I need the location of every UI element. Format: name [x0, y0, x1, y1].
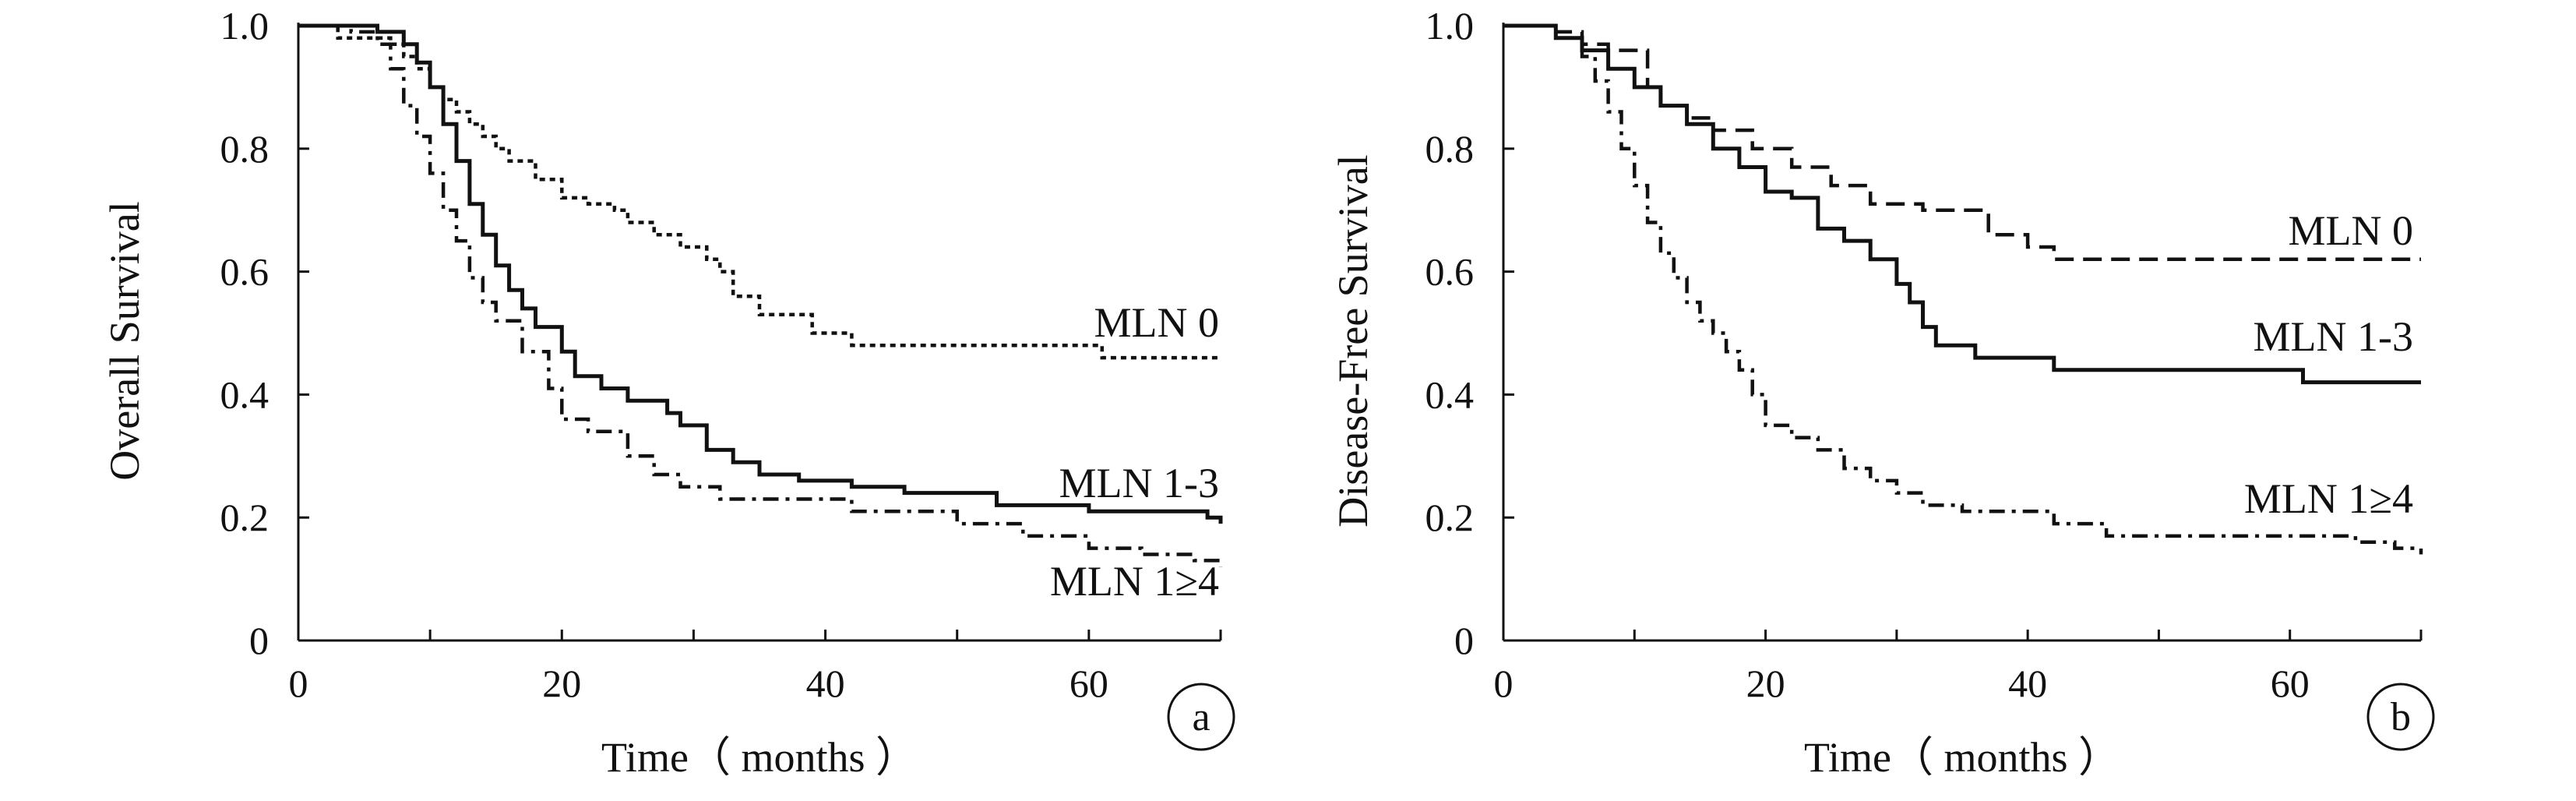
- x-axis-label: Time（ months ）: [601, 734, 918, 781]
- chart-panel-b: 0 0.2 0.4 0.6 0.8 1.0 0 20 40 60 Time（ months ） Dis…: [1330, 4, 2435, 781]
- series-line-mln-1-4: [298, 23, 1223, 567]
- x-tick-label: 20: [542, 662, 581, 705]
- y-tick-label: 0.6: [1425, 250, 1475, 294]
- series-label: MLN 1-3: [2254, 313, 2413, 360]
- series-label: MLN 0: [1094, 299, 1220, 346]
- x-tick-label: 0: [289, 662, 308, 705]
- chart-panel-a: 0 0.2 0.4 0.6 0.8 1.0 0 20 40 60 Time（ months ） Ove…: [101, 4, 1235, 781]
- series-line-mln-1-3: [298, 23, 1223, 524]
- y-tick-label: 0: [1454, 619, 1474, 662]
- series-line-mln-0: [298, 23, 1221, 360]
- y-tick-label: 0.4: [220, 372, 270, 416]
- panel-letter: a: [1192, 695, 1210, 739]
- y-tick-label: 0.4: [1425, 372, 1475, 416]
- series-line-mln-1-4: [1503, 23, 2423, 555]
- panel-letter-circle: [2366, 683, 2435, 751]
- y-tick-label: 0.6: [220, 250, 270, 294]
- x-axis-label: Time（ months ）: [1804, 734, 2120, 781]
- y-axis-label: Overall Survival: [101, 201, 148, 480]
- x-tick-label: 60: [1070, 662, 1108, 705]
- series-label: MLN 0: [2289, 207, 2414, 254]
- y-tick-label: 1.0: [220, 4, 270, 48]
- y-tick-label: 0.2: [1425, 496, 1475, 539]
- series-label: MLN 1-3: [1059, 460, 1219, 506]
- y-tick-label: 0.8: [220, 127, 270, 171]
- y-tick-label: 0: [249, 619, 269, 662]
- series-label: MLN 1≥4: [1050, 558, 1219, 605]
- series-line-mln-0: [1503, 23, 2421, 262]
- y-axis-label: Disease-Free Survival: [1330, 154, 1376, 527]
- series-line-mln-1-3: [1503, 23, 2421, 385]
- x-tick-label: 40: [2008, 662, 2047, 705]
- panel-letter-circle: [1167, 683, 1235, 751]
- x-tick-label: 40: [806, 662, 845, 705]
- y-tick-label: 0.2: [220, 496, 270, 539]
- x-tick-label: 0: [1494, 662, 1514, 705]
- series-label: MLN 1≥4: [2244, 475, 2413, 522]
- y-tick-label: 0.8: [1425, 127, 1475, 171]
- x-tick-label: 20: [1746, 662, 1785, 705]
- y-tick-label: 1.0: [1425, 4, 1475, 48]
- panel-letter: b: [2391, 695, 2411, 739]
- x-tick-label: 60: [2271, 662, 2310, 705]
